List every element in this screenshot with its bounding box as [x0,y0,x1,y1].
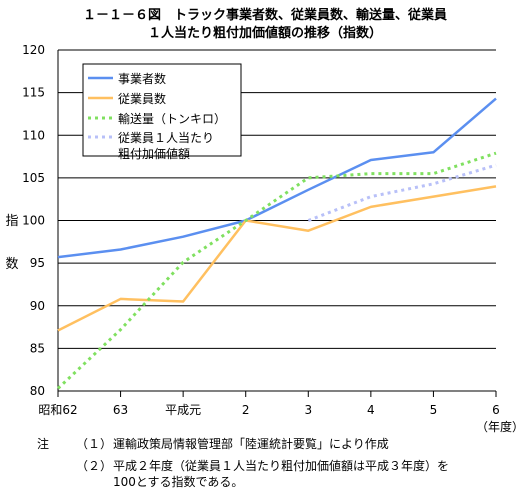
x-tick-label: 6 [492,403,500,417]
y-tick-label: 100 [22,214,45,228]
x-tick-label: 昭和62 [38,403,77,417]
x-tick-label: 63 [113,403,128,417]
legend-label-2: 従業員数 [118,91,166,106]
note-1-text: 運輸政策局情報管理部「陸運統計要覧」により作成 [113,437,389,451]
series-line-1 [57,97,497,259]
note-2-text: 平成２年度（従業員１人当たり粗付加価値額は平成３年度）を [113,459,450,473]
note-2-continuation: 100とする指数である。 [113,475,244,489]
y-axis-label: 数 [5,257,18,272]
legend-box [82,63,242,157]
x-tick-label: 3 [304,403,312,417]
series-line-2 [57,185,497,332]
y-tick-label: 90 [30,299,45,313]
x-tick-label: 2 [242,403,250,417]
note-1-number: （１） [76,437,113,451]
x-tick-label: 平成元 [165,403,201,417]
series-line-3 [56,151,497,390]
chart-title-line-2: １人当たり粗付加価値額の推移（指数） [147,26,382,41]
x-tick-label: 4 [367,403,375,417]
legend-label-4: 従業員１人当たり [118,131,214,145]
y-tick-label: 105 [22,171,45,185]
chart-title-line-1: １－１－６図 トラック事業者数、従業員数、輸送量、従業員 [82,8,447,23]
legend-label-1: 事業者数 [118,71,166,86]
y-tick-label: 95 [30,256,45,270]
y-tick-label: 110 [22,128,45,142]
y-axis-label: 指 [5,214,18,229]
y-tick-label: 80 [30,384,45,398]
note-2-number: （２） [76,459,113,473]
x-axis-unit-label: （年度） [476,419,524,434]
legend-label-3: 輸送量（トンキロ） [118,111,226,126]
y-tick-label: 120 [22,43,45,57]
x-tick-label: 5 [430,403,438,417]
series-line-4 [307,163,497,222]
y-tick-label: 115 [22,86,45,100]
y-tick-label: 85 [30,341,45,355]
note-label: 注 [37,437,50,451]
legend-label-4: 粗付加価値額 [118,146,190,161]
